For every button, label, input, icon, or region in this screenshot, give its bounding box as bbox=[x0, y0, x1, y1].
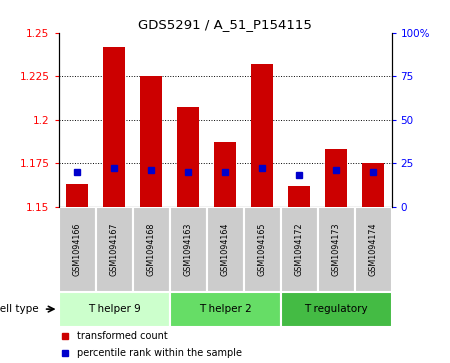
Bar bbox=[103, 46, 125, 207]
Bar bbox=[318, 207, 355, 292]
Text: GSM1094166: GSM1094166 bbox=[72, 223, 81, 276]
Text: transformed count: transformed count bbox=[77, 331, 167, 341]
Bar bbox=[132, 207, 170, 292]
Bar bbox=[288, 186, 310, 207]
Text: cell type: cell type bbox=[0, 304, 38, 314]
Bar bbox=[280, 292, 392, 326]
Bar bbox=[177, 107, 199, 207]
Text: GSM1094174: GSM1094174 bbox=[369, 223, 378, 276]
Bar bbox=[58, 207, 95, 292]
Title: GDS5291 / A_51_P154115: GDS5291 / A_51_P154115 bbox=[138, 19, 312, 32]
Text: GSM1094163: GSM1094163 bbox=[184, 223, 193, 276]
Text: GSM1094165: GSM1094165 bbox=[257, 223, 266, 276]
Bar bbox=[280, 207, 318, 292]
Text: GSM1094167: GSM1094167 bbox=[109, 223, 118, 276]
Text: GSM1094172: GSM1094172 bbox=[294, 223, 303, 276]
Bar bbox=[66, 184, 88, 207]
Bar bbox=[214, 142, 236, 207]
Text: GSM1094168: GSM1094168 bbox=[147, 223, 156, 276]
Text: GSM1094164: GSM1094164 bbox=[220, 223, 230, 276]
Bar bbox=[170, 292, 280, 326]
Text: T regulatory: T regulatory bbox=[304, 304, 368, 314]
Bar bbox=[140, 76, 162, 207]
Bar bbox=[170, 207, 207, 292]
Text: percentile rank within the sample: percentile rank within the sample bbox=[77, 348, 242, 358]
Text: T helper 9: T helper 9 bbox=[88, 304, 140, 314]
Bar bbox=[362, 163, 384, 207]
Bar bbox=[355, 207, 392, 292]
Text: GSM1094173: GSM1094173 bbox=[332, 223, 341, 276]
Bar bbox=[325, 149, 347, 207]
Bar bbox=[207, 207, 243, 292]
Text: T helper 2: T helper 2 bbox=[198, 304, 252, 314]
Bar bbox=[251, 64, 273, 207]
Bar bbox=[243, 207, 280, 292]
Bar bbox=[58, 292, 170, 326]
Bar bbox=[95, 207, 132, 292]
